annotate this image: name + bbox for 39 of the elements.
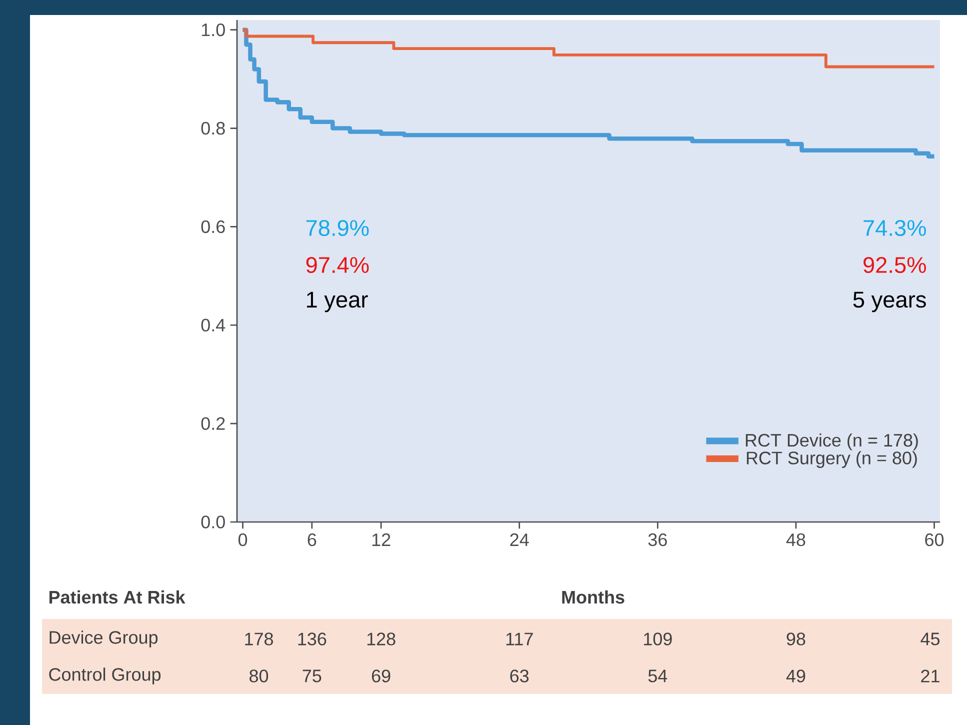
y-tick-label: 0.2 xyxy=(201,417,225,430)
y-tick-label: 0.4 xyxy=(201,318,226,332)
text: Patients At Risk xyxy=(49,590,186,604)
annotation: 74.3% xyxy=(864,220,926,236)
y-tick-label: 0.0 xyxy=(201,516,225,528)
text: 63 xyxy=(510,670,529,682)
text: 54 xyxy=(648,670,668,682)
text: Device Group xyxy=(50,630,158,648)
x-tick-label: 24 xyxy=(510,533,529,546)
x-tick-label: 6 xyxy=(308,533,316,546)
legend-label: RCT Surgery (n = 80) xyxy=(746,451,917,468)
text: 80 xyxy=(250,670,268,682)
text: 128 xyxy=(367,632,396,646)
annotation: 1 year xyxy=(307,292,368,312)
y-tick-label: 0.6 xyxy=(201,220,225,234)
text: Control Group xyxy=(49,668,161,684)
text: 117 xyxy=(506,632,533,646)
y-tick-label: 0.8 xyxy=(201,122,225,135)
text: 98 xyxy=(786,632,806,646)
text: 109 xyxy=(644,632,672,646)
annotation: 97.4% xyxy=(306,256,369,274)
annotation: 5 years xyxy=(853,292,926,312)
legend-label: RCT Device (n = 178) xyxy=(746,433,918,450)
x-tick-label: 0 xyxy=(238,533,248,546)
x-tick-label: 12 xyxy=(372,533,390,546)
x-tick-label: 36 xyxy=(648,533,667,546)
text: 178 xyxy=(245,632,273,646)
x-tick-label: 48 xyxy=(786,533,806,546)
text: 45 xyxy=(920,632,940,646)
x-axis-title: Months xyxy=(562,590,624,604)
annotation: 92.5% xyxy=(864,256,926,274)
x-tick-label: 60 xyxy=(925,533,944,546)
text: 69 xyxy=(372,670,390,682)
y-tick-label: 1.0 xyxy=(202,23,225,36)
annotation: 78.9% xyxy=(306,220,369,236)
text: 75 xyxy=(302,670,322,682)
text: 21 xyxy=(921,670,940,682)
text: 49 xyxy=(786,670,806,682)
text: 136 xyxy=(298,632,326,646)
